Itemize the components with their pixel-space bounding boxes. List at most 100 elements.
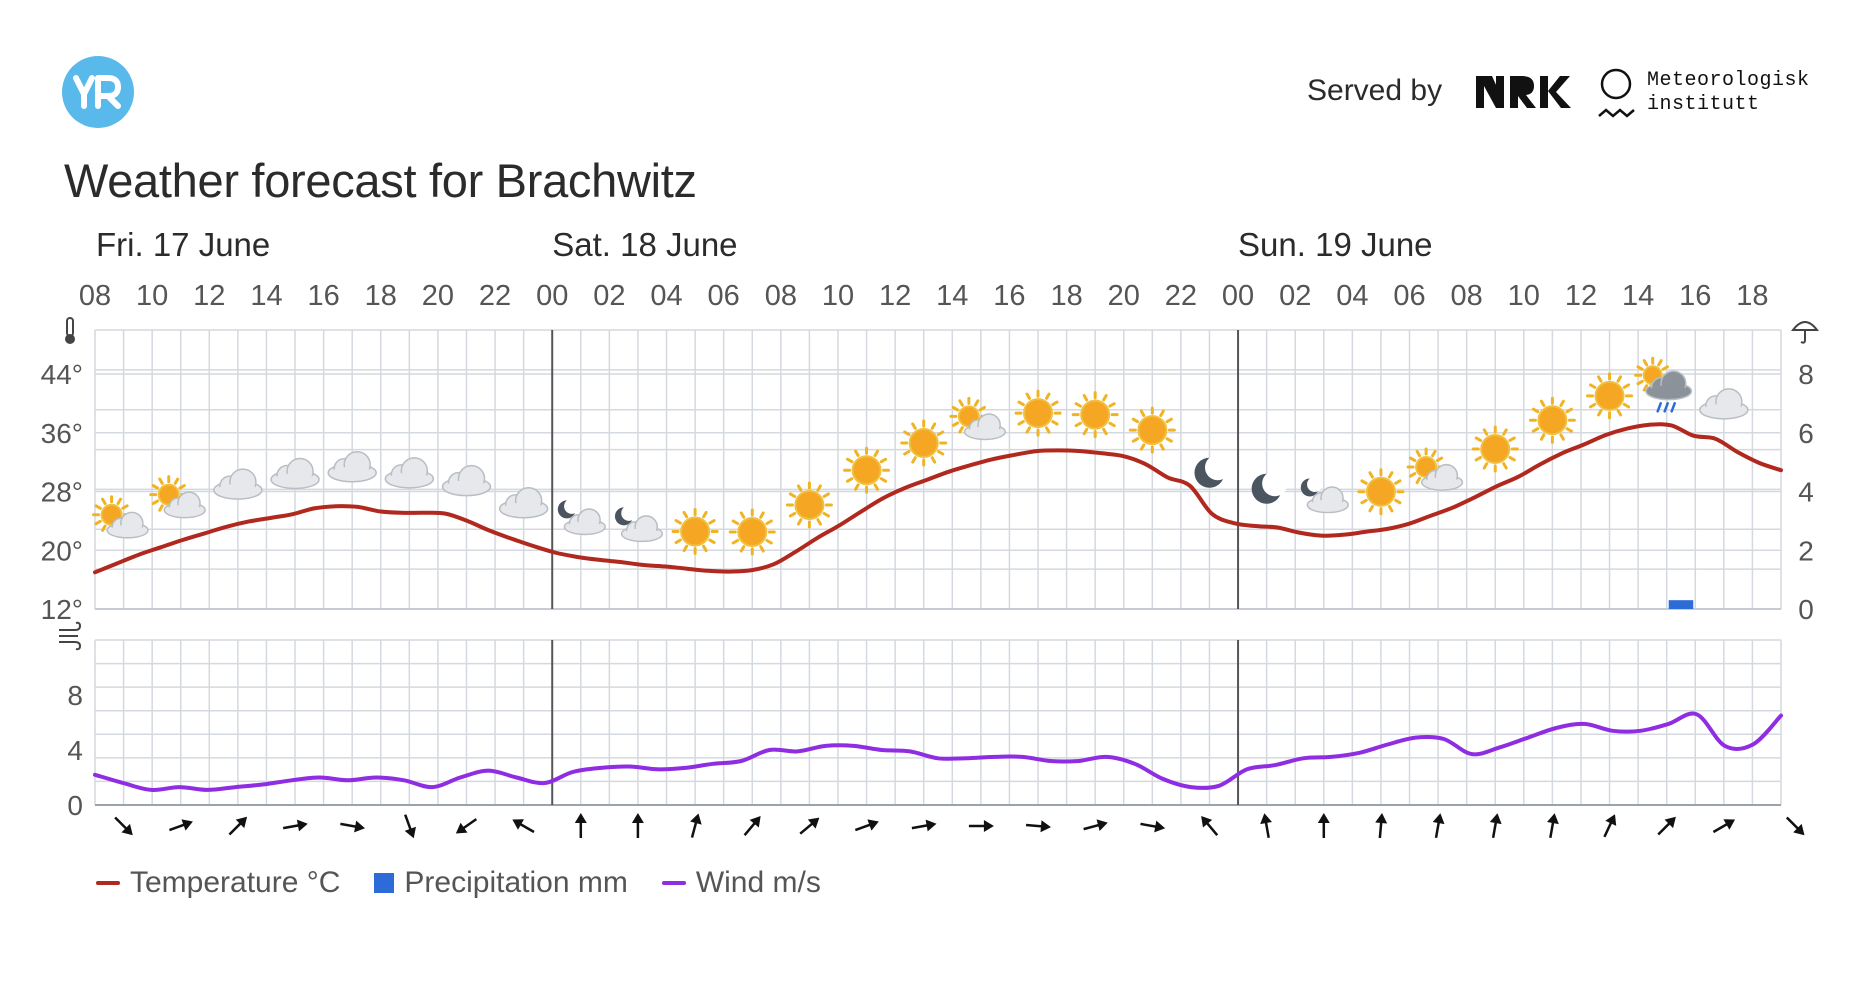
- wind-direction-arrow: [404, 814, 416, 839]
- moon-icon: [1194, 454, 1231, 488]
- sun-icon: [843, 446, 891, 494]
- sun-icon: [1071, 391, 1119, 439]
- legend: Temperature °C Precipitation mm Wind m/s: [96, 866, 821, 900]
- wind-direction-arrow: [168, 819, 193, 832]
- wind-direction-arrow: [854, 819, 879, 832]
- wind-direction-arrow: [340, 820, 366, 833]
- axis-icons: [59, 317, 1820, 651]
- met-name-line1: Meteorologisk: [1647, 69, 1810, 92]
- hour-label: 08: [765, 280, 797, 312]
- wind-direction-arrow: [1432, 813, 1445, 839]
- wind-direction-arrow: [799, 817, 820, 835]
- wind-direction-arrow: [631, 813, 644, 838]
- temperature-tick-label: 20°: [41, 535, 83, 566]
- wind-direction-arrows: [114, 813, 1805, 839]
- y-axes: 12° 20° 28° 36° 44° 0 2 4 6 8 0 4 8: [41, 359, 1814, 821]
- temperature-line: [93, 422, 1783, 575]
- forecast-chart: Fri. 17 June Sat. 18 June Sun. 19 June 08 1…: [41, 226, 1820, 839]
- wind-direction-arrow: [574, 813, 587, 838]
- wind-direction-arrow: [512, 819, 535, 834]
- hour-label: 12: [879, 280, 911, 312]
- legend-swatch: [96, 881, 120, 885]
- hour-label: 10: [136, 280, 168, 312]
- wind-icon: [59, 621, 82, 651]
- wind-direction-arrow: [1317, 813, 1330, 838]
- legend-swatch: [374, 873, 395, 893]
- yr-logo: [62, 56, 134, 128]
- wind-direction-arrow: [968, 820, 994, 832]
- moon-icon: [1251, 470, 1288, 504]
- legend-item: Temperature °C: [96, 866, 340, 900]
- cloud-icon: [213, 468, 263, 500]
- temperature-tick-label: 44°: [41, 359, 83, 390]
- hour-label: 08: [1451, 280, 1483, 312]
- day-label: Sun. 19 June: [1238, 226, 1433, 263]
- wind-direction-arrow: [1260, 813, 1272, 839]
- wind-direction-arrow: [1201, 816, 1219, 836]
- hour-label: 16: [307, 280, 339, 312]
- legend-label: Temperature °C: [130, 866, 341, 899]
- temperature-tick-label: 28°: [41, 477, 83, 508]
- hour-label: 20: [422, 280, 454, 312]
- partly-cloudy-night-icon: [557, 498, 606, 536]
- hour-label: 16: [993, 280, 1025, 312]
- wind-direction-arrow: [690, 813, 702, 838]
- sun-icon: [671, 508, 719, 556]
- wind-direction-arrow: [1547, 813, 1559, 839]
- day-labels: Fri. 17 June Sat. 18 June Sun. 19 June: [96, 226, 1433, 805]
- partly-cloudy-night-icon: [1300, 476, 1349, 514]
- precipitation-tick-label: 0: [1798, 594, 1814, 625]
- wind-direction-arrow: [1657, 816, 1676, 836]
- met-institute-logo: [1598, 68, 1635, 118]
- partly-cloudy-day-icon: [1406, 447, 1464, 491]
- sun-icon: [1586, 372, 1634, 420]
- hour-label: 10: [822, 280, 854, 312]
- precipitation-tick-label: 4: [1798, 477, 1814, 508]
- wind-direction-arrow: [282, 819, 308, 832]
- wind-tick-label: 4: [67, 735, 83, 766]
- cloud-icon: [270, 457, 320, 490]
- sun-icon: [1357, 468, 1405, 516]
- wind-direction-arrow: [114, 816, 133, 836]
- hour-label: 12: [193, 280, 225, 312]
- sun-icon: [1471, 425, 1519, 473]
- partly-cloudy-day-icon: [949, 396, 1007, 441]
- precipitation-tick-label: 2: [1798, 535, 1814, 566]
- wind-panel-grid: [94, 639, 1782, 806]
- hour-label: 06: [708, 280, 740, 312]
- wind-direction-arrow: [455, 818, 478, 834]
- partly-cloudy-day-icon: [92, 495, 149, 539]
- hour-label: 00: [1222, 280, 1254, 312]
- hour-label: 04: [650, 280, 682, 312]
- wind-direction-arrow: [1140, 820, 1166, 833]
- wind-direction-arrow: [1025, 820, 1051, 833]
- legend-item: Precipitation mm: [374, 866, 628, 900]
- wind-tick-label: 8: [67, 680, 83, 711]
- sun-icon: [785, 481, 833, 529]
- thermometer-icon: [65, 317, 75, 344]
- wind-direction-arrow: [1083, 819, 1108, 832]
- met-name-line2: institutt: [1647, 93, 1760, 116]
- precipitation-tick-label: 8: [1798, 359, 1814, 390]
- hour-label: 14: [1622, 280, 1654, 312]
- wind-direction-arrow: [1712, 819, 1736, 834]
- wind-direction-arrow: [228, 816, 248, 836]
- wind-direction-arrow: [1603, 814, 1617, 838]
- rain-showers-day-icon: [1634, 356, 1693, 413]
- temperature-series: [93, 422, 1783, 575]
- hour-label: 22: [1165, 280, 1197, 312]
- sun-icon: [1128, 406, 1176, 454]
- umbrella-icon: [1790, 321, 1820, 344]
- hour-label: 14: [936, 280, 968, 312]
- cloud-icon: [384, 457, 435, 489]
- cloud-icon: [1699, 388, 1749, 420]
- wind-series: [93, 711, 1783, 792]
- legend-item: Wind m/s: [661, 866, 821, 900]
- cloud-icon: [327, 451, 377, 483]
- day-label: Sat. 18 June: [552, 226, 737, 263]
- hour-label: 02: [593, 280, 625, 312]
- met-institute-name: Meteorologisk institutt: [1647, 69, 1810, 117]
- legend-swatch: [661, 881, 686, 885]
- day-label: Fri. 17 June: [96, 226, 270, 263]
- precipitation-tick-label: 6: [1798, 418, 1814, 449]
